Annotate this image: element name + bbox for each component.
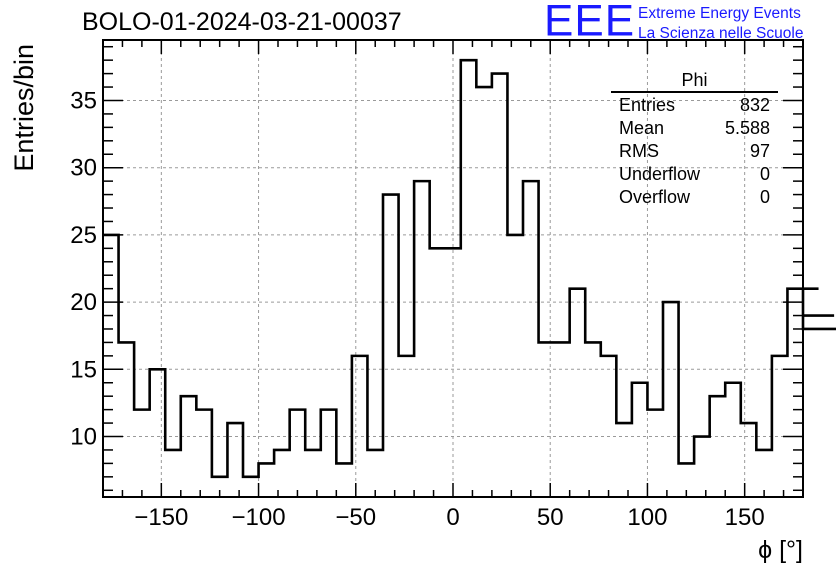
- y-tick-label: 20: [70, 289, 97, 316]
- y-tick-label: 15: [70, 356, 97, 383]
- stats-box: Phi Entries 832 Mean 5.588 RMS 97 Underf…: [611, 70, 778, 209]
- eee-logo-mark: EEE: [544, 0, 636, 46]
- x-tick-label: 0: [446, 504, 459, 531]
- stats-row-mean: Mean 5.588: [611, 117, 778, 140]
- stats-row-rms: RMS 97: [611, 140, 778, 163]
- stats-value: 0: [759, 164, 770, 184]
- y-tick-labels: 10 15 20 25 30 35: [70, 87, 97, 450]
- stats-label: Entries: [619, 95, 676, 115]
- y-tick-label: 35: [70, 87, 97, 114]
- y-tick-label: 25: [70, 222, 97, 249]
- logo-line-2: La Scienza nelle Scuole: [638, 25, 804, 42]
- x-tick-label: 100: [627, 504, 667, 531]
- stats-value: 5.588: [724, 118, 770, 138]
- stats-label: RMS: [619, 141, 659, 161]
- stats-value: 0: [759, 187, 770, 207]
- grid-lines: [103, 40, 803, 497]
- stats-value: 832: [739, 95, 770, 115]
- histogram-series: [103, 58, 836, 479]
- y-tick-label: 30: [70, 155, 97, 182]
- x-tick-labels: −150 −100 −50 0 50 100 150: [134, 504, 764, 531]
- y-axis-label: Entries/bin: [9, 44, 39, 172]
- stats-label: Overflow: [619, 187, 691, 207]
- stats-value: 97: [749, 141, 770, 161]
- axis-ticks: [102, 40, 804, 497]
- chart-title: BOLO-01-2024-03-21-00037: [82, 8, 402, 36]
- x-axis-label: ϕ [°]: [758, 536, 803, 564]
- stats-title: Phi: [611, 70, 778, 93]
- x-tick-label: 150: [725, 504, 765, 531]
- logo-line-1: Extreme Energy Events: [638, 5, 801, 22]
- y-tick-label: 10: [70, 424, 97, 451]
- stats-row-overflow: Overflow 0: [611, 186, 778, 209]
- stats-label: Underflow: [619, 164, 701, 184]
- stats-label: Mean: [619, 118, 665, 138]
- stats-row-underflow: Underflow 0: [611, 163, 778, 186]
- stats-row-entries: Entries 832: [611, 94, 778, 117]
- x-tick-label: 50: [537, 504, 564, 531]
- x-tick-label: −100: [232, 504, 286, 531]
- x-tick-label: −150: [134, 504, 188, 531]
- x-tick-label: −50: [335, 504, 376, 531]
